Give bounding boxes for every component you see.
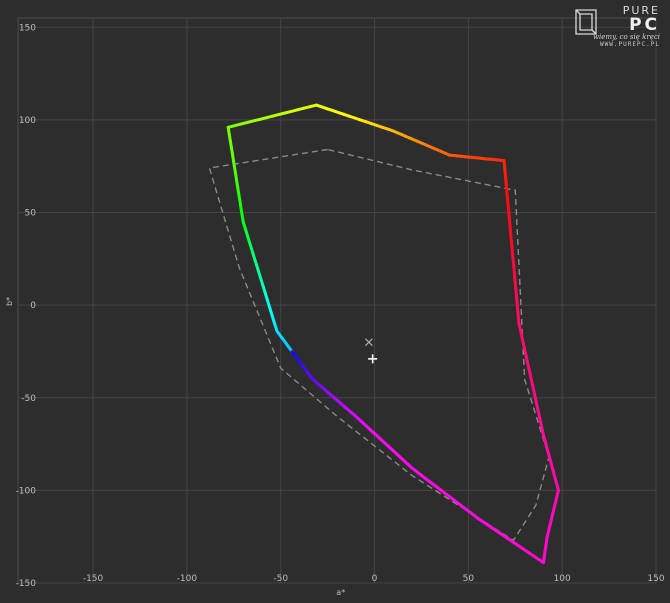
x-tick-label: 150	[647, 574, 664, 584]
grid	[17, 17, 657, 584]
y-axis-label: b*	[5, 297, 14, 306]
reference-gamut-dashed	[208, 148, 550, 542]
x-tick-label: 50	[463, 574, 475, 584]
watermark-tagline: wiemy, co się kręci	[593, 33, 660, 41]
watermark-brand-bottom: PC	[629, 15, 660, 35]
y-tick-label: 100	[19, 116, 36, 126]
x-tick-label: 0	[372, 574, 378, 584]
rainbow-segment	[503, 170, 508, 186]
rainbow-segment	[513, 275, 518, 291]
rainbow-segment	[510, 240, 515, 256]
x-tick-label: -100	[177, 574, 198, 584]
rainbow-segment	[511, 252, 516, 267]
rainbow-segment	[512, 263, 517, 279]
measured-gamut-rainbow	[226, 103, 560, 565]
rainbow-segment	[508, 229, 513, 244]
watermark-brand-top: PURE	[622, 4, 660, 17]
tick-labels: -150 -100 -50 0 50 100 150 150 100 50 0 -50 -100 -150	[16, 23, 665, 589]
y-tick-label: -50	[21, 394, 36, 404]
dashed-gamut-line	[208, 148, 550, 542]
x-tick-label: 100	[554, 574, 571, 584]
y-tick-label: 50	[25, 209, 37, 219]
watermark: PURE PC wiemy, co się kręci WWW.PUREPC.P…	[593, 4, 660, 48]
rainbow-segment	[314, 103, 324, 109]
rainbow-segment	[516, 310, 521, 326]
cross-marker-b	[364, 338, 373, 347]
y-tick-label: -100	[16, 486, 37, 496]
y-tick-label: 0	[30, 301, 36, 311]
rainbow-segment	[505, 194, 510, 209]
y-tick-label: 150	[19, 23, 36, 33]
x-tick-label: -50	[273, 574, 288, 584]
x-tick-label: -150	[83, 574, 104, 584]
y-tick-label: -150	[16, 579, 37, 589]
plot-border	[17, 17, 657, 584]
purepc-logo-icon	[575, 9, 597, 35]
rainbow-segment	[504, 182, 509, 198]
x-axis-label: a*	[336, 588, 345, 597]
rainbow-segment	[502, 159, 507, 174]
rainbow-segment	[506, 205, 511, 221]
rainbow-segment	[515, 298, 520, 314]
rainbow-segment	[507, 217, 512, 232]
watermark-url: WWW.PUREPC.PL	[600, 41, 660, 48]
white-point-markers	[364, 338, 378, 364]
rainbow-segment	[514, 287, 519, 302]
